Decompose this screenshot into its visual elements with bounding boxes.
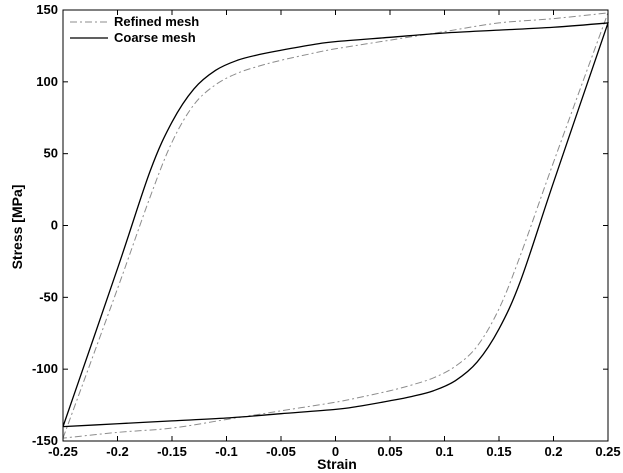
legend-label: Refined mesh	[114, 14, 199, 29]
y-tick-label: 150	[36, 2, 58, 17]
y-tick-label: -150	[32, 433, 58, 448]
x-tick-label: -0.25	[48, 444, 78, 459]
x-tick-label: -0.2	[106, 444, 128, 459]
series-line-coarse-mesh	[62, 22, 609, 428]
x-tick-label: 0.25	[595, 444, 620, 459]
y-tick-label: 0	[51, 218, 58, 233]
x-tick-label: -0.05	[266, 444, 296, 459]
y-tick-label: 50	[44, 146, 58, 161]
x-tick-label: 0.05	[377, 444, 402, 459]
series-layer	[62, 12, 609, 439]
x-tick-label: 0	[332, 444, 339, 459]
x-axis-label: Strain	[317, 456, 357, 472]
x-tick-label: -0.1	[215, 444, 237, 459]
x-tick-label: 0.15	[486, 444, 511, 459]
y-tick-label: -100	[32, 361, 58, 376]
x-tick-label: -0.15	[157, 444, 187, 459]
x-tick-label: 0.1	[435, 444, 453, 459]
y-axis-label: Stress [MPa]	[9, 185, 25, 270]
ticks-layer: -0.25 -0.2 -0.15 -0.1 -0.05 0 0.05 0.1 0.15 0.2 0.…	[32, 2, 621, 459]
series-line-refined-mesh	[62, 12, 609, 439]
y-tick-label: -50	[39, 289, 58, 304]
x-tick-label: 0.2	[544, 444, 562, 459]
y-tick-label: 100	[36, 74, 58, 89]
legend-label: Coarse mesh	[114, 30, 196, 45]
